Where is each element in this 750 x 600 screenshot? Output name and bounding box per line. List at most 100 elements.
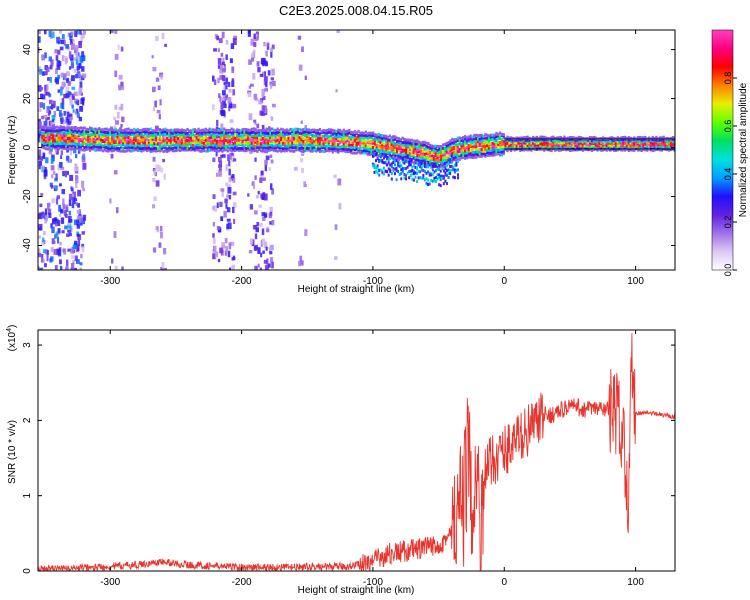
ridge-cell <box>662 138 665 142</box>
ridge-cell <box>353 151 356 155</box>
ridge-cell <box>120 130 123 134</box>
ridge-cell <box>329 137 333 141</box>
ridge-cell <box>92 147 95 151</box>
ridge-cell <box>396 149 399 153</box>
ridge-cell <box>162 132 165 136</box>
ridge-cell <box>375 145 378 149</box>
ridge-cell <box>105 141 108 145</box>
noise-cell <box>221 190 224 198</box>
ridge-cell <box>138 139 141 143</box>
ridge-cell <box>316 144 320 148</box>
ridge-cell <box>118 130 121 134</box>
ridge-cell <box>258 141 261 145</box>
ridge-cell <box>355 131 358 135</box>
ridge-cell <box>502 147 505 151</box>
noise-cell <box>224 198 228 204</box>
tail-cell <box>442 169 445 173</box>
noise-cell <box>38 129 42 136</box>
ridge-cell <box>77 132 81 136</box>
ridge-cell <box>61 144 64 148</box>
ridge-cell <box>179 145 182 149</box>
noise-cell <box>42 249 47 254</box>
ridge-cell <box>631 148 634 152</box>
ridge-cell <box>96 141 99 145</box>
noise-cell <box>264 213 268 218</box>
noise-cell <box>69 174 74 181</box>
tail-cell <box>436 165 439 169</box>
ridge-cell <box>359 147 362 151</box>
ridge-cell <box>265 144 268 148</box>
ridge-cell <box>248 148 252 152</box>
noise-cell <box>44 84 49 91</box>
noise-cell <box>73 149 77 154</box>
ridge-cell <box>502 145 505 149</box>
tail-cell <box>438 167 441 171</box>
ridge-cell <box>212 140 215 144</box>
ridge-cell <box>263 134 266 138</box>
ridge-cell <box>449 152 452 156</box>
noise-cell <box>57 220 61 227</box>
ridge-cell <box>101 128 105 132</box>
ridge-cell <box>247 131 250 135</box>
ridge-cell <box>351 151 355 155</box>
noise-cell <box>253 49 256 54</box>
ridge-cell <box>555 147 559 151</box>
ridge-cell <box>61 138 64 142</box>
ridge-cell <box>66 146 70 150</box>
ridge-cell <box>366 140 369 144</box>
ridge-cell <box>204 138 207 142</box>
ridge-cell <box>131 143 134 147</box>
noise-cell <box>41 94 46 100</box>
ridge-cell <box>269 128 272 132</box>
noise-cell <box>47 208 52 215</box>
ridge-cell <box>384 147 388 151</box>
ridge-cell <box>340 146 344 150</box>
ridge-cell <box>44 141 48 145</box>
ridge-cell <box>388 146 391 150</box>
noise-cell <box>220 154 223 158</box>
ridge-cell <box>462 151 465 155</box>
ridge-cell <box>261 129 264 133</box>
ridge-cell <box>272 140 276 144</box>
ridge-cell <box>296 148 299 152</box>
ridge-cell <box>620 136 623 140</box>
ridge-cell <box>136 127 139 131</box>
noise-cell <box>69 193 73 201</box>
noise-cell <box>221 31 225 39</box>
ridge-cell <box>315 129 318 133</box>
ridge-cell <box>278 136 281 140</box>
ridge-cell <box>574 138 577 142</box>
ridge-cell <box>223 138 226 142</box>
ridge-cell <box>313 148 316 152</box>
ridge-cell <box>120 145 123 149</box>
ridge-cell <box>259 135 263 139</box>
ridge-cell <box>191 136 195 140</box>
noise-cell <box>266 228 270 233</box>
noise-cell <box>158 113 161 120</box>
ridge-cell <box>63 141 66 145</box>
ridge-cell <box>94 134 97 138</box>
ridge-cell <box>475 147 478 151</box>
ridge-cell <box>469 155 472 159</box>
ridge-cell <box>594 145 597 149</box>
ridge-cell <box>184 129 187 133</box>
ridge-cell <box>522 136 526 140</box>
ridge-cell <box>353 133 356 137</box>
noise-cell <box>115 120 119 125</box>
ridge-cell <box>283 133 287 137</box>
ridge-cell <box>559 141 562 145</box>
colorbar-tick-label: 0.0 <box>723 264 733 277</box>
ridge-cell <box>669 140 673 144</box>
ridge-cell <box>147 128 150 132</box>
noise-cell <box>51 238 55 245</box>
noise-cell <box>73 69 77 73</box>
ridge-cell <box>103 148 106 152</box>
ridge-cell <box>254 128 257 132</box>
ridge-cell <box>261 132 264 136</box>
ridge-cell <box>298 136 301 140</box>
ridge-cell <box>478 137 481 141</box>
tail-cell <box>430 173 433 177</box>
ridge-cell <box>94 142 97 146</box>
ridge-cell <box>236 130 239 134</box>
noise-cell <box>217 77 220 84</box>
